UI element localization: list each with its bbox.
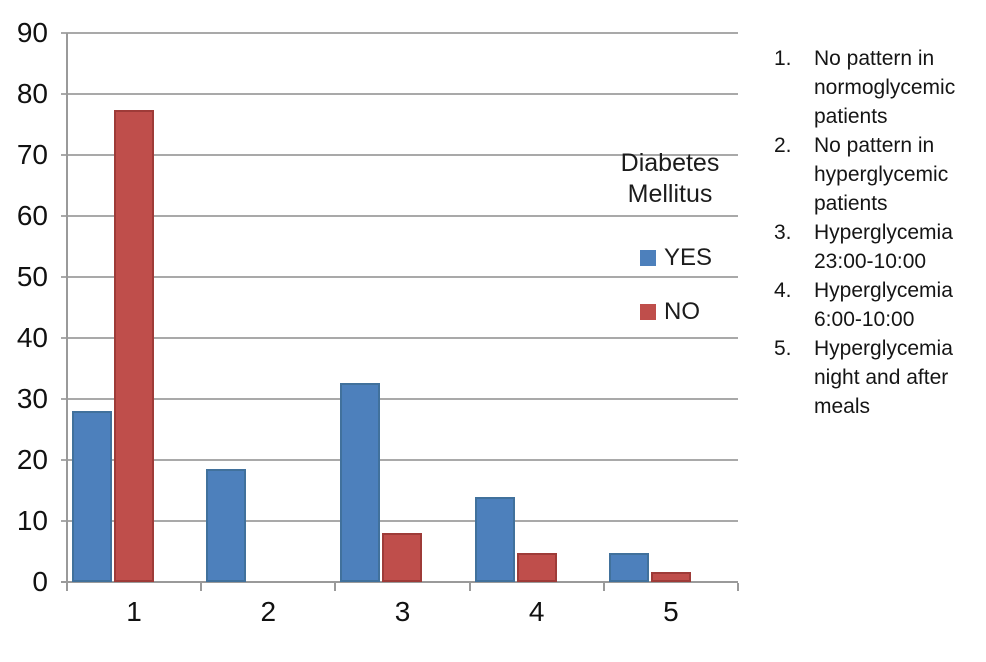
x-axis-label-5: 5: [663, 596, 679, 627]
key-item-text: Hyperglycemia 23:00-10:00: [814, 221, 953, 273]
y-axis-label-60: 60: [16, 200, 48, 231]
key-item-number: 2.: [774, 134, 792, 157]
key-item-1: 1. No pattern in normoglycemic patients: [770, 44, 972, 131]
legend-label-no: NO: [664, 298, 700, 325]
key-item-number: 5.: [774, 337, 792, 360]
x-axis-line: [61, 581, 738, 583]
x-axis-tick: [602, 583, 605, 591]
y-axis-label-80: 80: [16, 78, 48, 109]
key-item-text: Hyperglycemia 6:00-10:00: [814, 279, 953, 331]
key-item-number: 3.: [774, 221, 792, 244]
y-axis-label-70: 70: [16, 139, 48, 170]
y-axis-label-90: 90: [16, 17, 48, 48]
gridline-70: [61, 154, 738, 156]
x-axis-tick: [468, 583, 471, 591]
key-item-5: 5. Hyperglycemia night and after meals: [770, 334, 972, 421]
gridline-20: [61, 459, 738, 461]
y-axis-label-10: 10: [16, 505, 48, 536]
bar-yes-category-4: [474, 496, 515, 582]
y-axis-line: [66, 33, 68, 591]
legend-item-no: NO: [640, 300, 740, 324]
x-axis-label-3: 3: [394, 596, 411, 627]
legend-title-line1: Diabetes: [620, 149, 720, 177]
y-axis-label-30: 30: [16, 383, 48, 414]
gridline-80: [61, 93, 738, 95]
bar-no-category-1: [114, 110, 154, 582]
key-item-number: 4.: [774, 279, 792, 302]
x-axis-tick: [200, 583, 203, 591]
y-axis-label-50: 50: [16, 261, 48, 292]
legend-swatch-no: [640, 304, 656, 320]
bar-yes-category-5: [608, 553, 649, 582]
x-axis-label-2: 2: [260, 596, 277, 627]
gridline-60: [61, 215, 738, 217]
gridline-40: [61, 337, 738, 339]
legend-title-line2: Mellitus: [627, 180, 713, 208]
x-axis-label-4: 4: [528, 596, 545, 627]
x-axis-label-1: 1: [126, 596, 142, 627]
chart-legend: Diabetes Mellitus YES NO: [600, 148, 740, 324]
bar-yes-category-2: [206, 468, 247, 582]
category-key-list: 1. No pattern in normoglycemic patients 2.…: [770, 44, 972, 421]
y-axis-label-0: 0: [32, 566, 48, 597]
key-item-text: No pattern in hyperglycemic patients: [814, 134, 949, 215]
y-axis-label-20: 20: [16, 444, 48, 475]
x-axis-tick: [66, 583, 68, 591]
legend-swatch-yes: [640, 250, 656, 266]
legend-label-yes: YES: [664, 244, 713, 271]
legend-item-yes: YES: [640, 246, 740, 270]
y-axis-label-40: 40: [16, 322, 48, 353]
x-axis-tick: [737, 583, 739, 591]
key-item-3: 3. Hyperglycemia 23:00-10:00: [770, 218, 972, 276]
x-axis-tick: [334, 583, 337, 591]
key-item-4: 4. Hyperglycemia 6:00-10:00: [770, 276, 972, 334]
bar-no-category-4: [516, 553, 557, 582]
key-item-number: 1.: [774, 47, 792, 70]
gridline-10: [61, 520, 738, 522]
bar-yes-category-1: [72, 411, 112, 582]
bar-no-category-5: [650, 572, 691, 582]
legend-title: Diabetes Mellitus: [600, 148, 740, 210]
bar-yes-category-3: [340, 383, 381, 582]
key-item-text: Hyperglycemia night and after meals: [814, 337, 953, 418]
gridline-30: [61, 398, 738, 400]
gridline-50: [61, 276, 738, 278]
bar-no-category-3: [382, 532, 423, 582]
gridline-90: [61, 32, 738, 34]
key-item-2: 2. No pattern in hyperglycemic patients: [770, 131, 972, 218]
legend-rows: YES NO: [600, 246, 740, 324]
key-item-text: No pattern in normoglycemic patients: [814, 47, 956, 128]
